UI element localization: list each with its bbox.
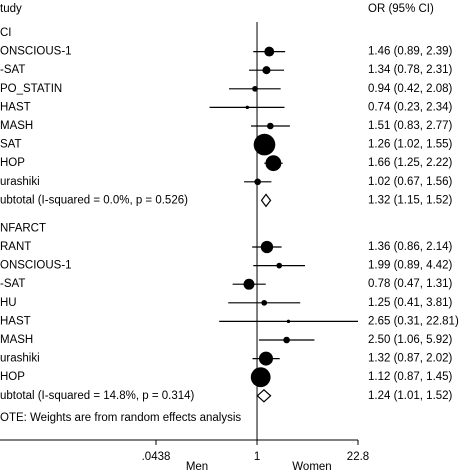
point-estimate — [253, 87, 257, 91]
value-label: 1.02 (0.67, 1.56) — [368, 176, 453, 188]
point-estimate — [245, 105, 249, 109]
value-label: 1.66 (1.25, 2.22) — [368, 157, 453, 169]
value-label: 1.25 (0.41, 3.81) — [368, 297, 453, 309]
study-label: HU — [0, 297, 17, 309]
point-estimate — [256, 180, 260, 184]
group-label: NFARCT — [0, 222, 46, 234]
study-label: MASH — [0, 120, 33, 132]
value-label: 1.32 (1.15, 1.52) — [368, 194, 453, 206]
value-label: 1.26 (1.02, 1.55) — [368, 139, 453, 151]
point-estimate — [264, 357, 268, 361]
study-label: ONSCIOUS-1 — [0, 260, 72, 272]
value-label: 0.74 (0.23, 2.34) — [368, 101, 453, 113]
study-label: -SAT — [0, 64, 25, 76]
value-label: 0.94 (0.42, 2.08) — [368, 83, 453, 95]
point-estimate — [259, 375, 263, 379]
x-tick-label: 22.8 — [347, 451, 369, 463]
study-label: HAST — [0, 101, 31, 113]
study-label: HOP — [0, 371, 25, 383]
x-tick-label: 1 — [254, 451, 260, 463]
point-estimate — [267, 50, 271, 54]
study-label: SAT — [0, 139, 22, 151]
value-label: 1.32 (0.87, 2.02) — [368, 353, 453, 365]
study-label: -SAT — [0, 278, 25, 290]
value-label: 1.34 (0.78, 2.31) — [368, 64, 453, 76]
subtotal-label: ubtotal (I-squared = 14.8%, p = 0.314) — [0, 390, 195, 402]
point-estimate — [285, 338, 289, 342]
value-label: 1.12 (0.87, 1.45) — [368, 371, 453, 383]
value-label: 1.36 (0.86, 2.14) — [368, 241, 453, 253]
study-label: urashiki — [0, 176, 40, 188]
subtotal-diamond — [260, 193, 272, 208]
value-label: 1.99 (0.89, 4.42) — [368, 260, 453, 272]
value-label: 0.78 (0.47, 1.31) — [368, 278, 453, 290]
value-label: 1.46 (0.89, 2.39) — [368, 46, 453, 58]
effect-header: OR (95% CI) — [368, 3, 434, 15]
study-label: HAST — [0, 315, 31, 327]
value-label: 1.51 (0.83, 2.77) — [368, 120, 453, 132]
note: OTE: Weights are from random effects ana… — [0, 412, 241, 424]
study-label: ONSCIOUS-1 — [0, 46, 72, 58]
value-label: 2.50 (1.06, 5.92) — [368, 334, 453, 346]
study-label: urashiki — [0, 353, 40, 365]
point-estimate — [277, 264, 281, 268]
point-estimate — [265, 245, 269, 249]
value-label: 1.24 (1.01, 1.52) — [368, 390, 453, 402]
subtotal-label: ubtotal (I-squared = 0.0%, p = 0.526) — [0, 194, 188, 206]
point-estimate — [262, 143, 267, 147]
x-label-left: Men — [186, 461, 208, 473]
study-header: tudy — [0, 3, 22, 15]
point-estimate — [268, 124, 272, 128]
point-estimate — [247, 282, 251, 286]
point-estimate — [271, 161, 275, 165]
point-estimate — [286, 319, 291, 323]
point-estimate — [262, 301, 266, 305]
point-estimate — [264, 68, 269, 72]
subtotal-diamond — [256, 388, 272, 403]
study-label: PO_STATIN — [0, 83, 62, 95]
value-label: 2.65 (0.31, 22.81) — [368, 315, 459, 327]
x-label-right: Women — [292, 461, 331, 473]
x-tick-label: .0438 — [142, 451, 171, 463]
study-label: RANT — [0, 241, 31, 253]
group-label: CI — [0, 27, 12, 39]
study-label: MASH — [0, 334, 33, 346]
study-label: HOP — [0, 157, 25, 169]
